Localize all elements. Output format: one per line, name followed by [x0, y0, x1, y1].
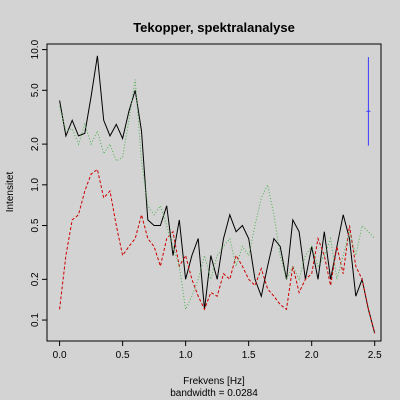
y-axis-label: Intensitet	[5, 171, 16, 212]
series-line-2	[59, 168, 376, 334]
x-tick-label: 0.0	[53, 350, 67, 361]
x-tick-label: 0.5	[116, 350, 130, 361]
y-tick-label: 2.0	[30, 137, 41, 151]
x-tick-label: 2.0	[305, 350, 319, 361]
error-bar	[366, 57, 371, 146]
y-axis: 0.1 0.2 0.5 1.0 2.0 5.0 10.0	[30, 39, 48, 327]
series-line-1	[59, 55, 376, 334]
y-tick-label: 0.5	[30, 218, 41, 232]
bandwidth-label: bandwidth = 0.0284	[170, 388, 258, 399]
series-lines	[59, 55, 376, 334]
y-tick-label: 0.2	[30, 272, 41, 286]
x-tick-label: 2.5	[368, 350, 382, 361]
y-tick-label: 5.0	[30, 83, 41, 97]
x-axis: 0.0 0.5 1.0 1.5 2.0 2.5	[53, 340, 382, 361]
plot-frame	[46, 43, 382, 342]
x-axis-label: Frekvens [Hz]	[183, 376, 245, 387]
x-tick-label: 1.0	[179, 350, 193, 361]
y-tick-label: 0.1	[30, 313, 41, 327]
y-tick-label: 10.0	[30, 39, 41, 59]
y-tick-label: 1.0	[30, 177, 41, 191]
chart-title: Tekopper, spektralanalyse	[133, 20, 295, 35]
x-tick-label: 1.5	[242, 350, 256, 361]
